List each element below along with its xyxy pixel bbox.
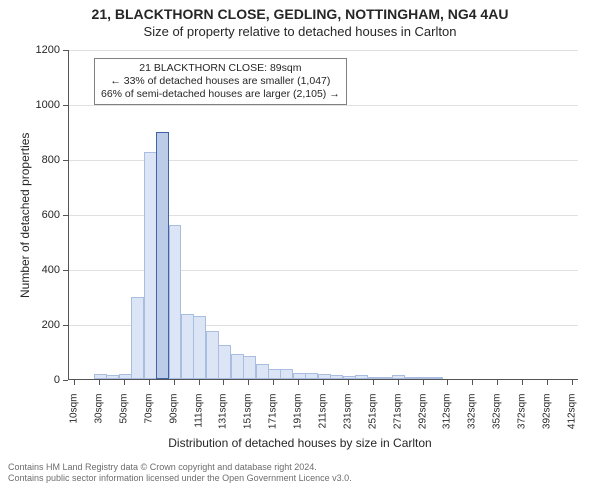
ytick-mark [63, 215, 68, 216]
xtick-mark [248, 380, 249, 385]
histogram-bar [243, 356, 256, 379]
histogram-bar [417, 377, 430, 379]
ytick-label: 1200 [0, 44, 60, 56]
histogram-bar [206, 331, 219, 379]
histogram-bar [193, 316, 206, 379]
xtick-mark [124, 380, 125, 385]
ytick-mark [63, 50, 68, 51]
histogram-bar [318, 374, 331, 379]
histogram-bar [293, 373, 306, 379]
ytick-label: 1000 [0, 99, 60, 111]
histogram-bar [430, 377, 443, 379]
footer-line-2: Contains public sector information licen… [8, 473, 352, 484]
histogram-bar [169, 225, 182, 379]
xtick-mark [74, 380, 75, 385]
xtick-mark [423, 380, 424, 385]
ytick-mark [63, 105, 68, 106]
histogram-bar [330, 375, 343, 379]
xtick-mark [149, 380, 150, 385]
xtick-mark [273, 380, 274, 385]
xtick-mark [323, 380, 324, 385]
histogram-bar [218, 345, 231, 379]
ytick-mark [63, 160, 68, 161]
histogram-bar [256, 364, 269, 379]
xtick-mark [373, 380, 374, 385]
annotation-line-1: 21 BLACKTHORN CLOSE: 89sqm [101, 62, 340, 75]
histogram-bar [106, 375, 119, 379]
annotation-callout: 21 BLACKTHORN CLOSE: 89sqm ← 33% of deta… [94, 58, 347, 105]
xtick-mark [223, 380, 224, 385]
histogram-bar [405, 377, 418, 379]
chart-subtitle: Size of property relative to detached ho… [0, 24, 600, 39]
ytick-label: 200 [0, 319, 60, 331]
histogram-bar [280, 369, 293, 379]
footer-attribution: Contains HM Land Registry data © Crown c… [8, 462, 352, 485]
xtick-mark [472, 380, 473, 385]
histogram-bar [119, 374, 132, 379]
histogram-bar [268, 369, 281, 379]
footer-line-1: Contains HM Land Registry data © Crown c… [8, 462, 352, 473]
histogram-bar [355, 375, 368, 379]
xtick-mark [572, 380, 573, 385]
xtick-mark [348, 380, 349, 385]
x-axis-label: Distribution of detached houses by size … [0, 436, 600, 450]
ytick-mark [63, 380, 68, 381]
xtick-mark [398, 380, 399, 385]
histogram-bar [94, 374, 107, 379]
xtick-mark [447, 380, 448, 385]
ytick-label: 0 [0, 374, 60, 386]
histogram-bar [343, 376, 356, 379]
xtick-mark [497, 380, 498, 385]
annotation-line-2: ← 33% of detached houses are smaller (1,… [101, 75, 340, 88]
xtick-mark [298, 380, 299, 385]
xtick-mark [522, 380, 523, 385]
histogram-bar [144, 152, 157, 379]
xtick-mark [174, 380, 175, 385]
histogram-bar [181, 314, 194, 379]
y-axis-label: Number of detached properties [18, 132, 32, 297]
histogram-chart: 21, BLACKTHORN CLOSE, GEDLING, NOTTINGHA… [0, 0, 600, 500]
histogram-bar [305, 373, 318, 379]
ytick-mark [63, 325, 68, 326]
annotation-line-3: 66% of semi-detached houses are larger (… [101, 88, 340, 101]
xtick-mark [199, 380, 200, 385]
xtick-mark [99, 380, 100, 385]
histogram-bar [368, 377, 381, 379]
highlighted-bar [156, 132, 169, 380]
histogram-bar [231, 354, 244, 379]
histogram-bar [392, 375, 405, 379]
gridline [69, 50, 578, 51]
xtick-mark [547, 380, 548, 385]
ytick-mark [63, 270, 68, 271]
histogram-bar [380, 377, 393, 379]
histogram-bar [131, 297, 144, 380]
chart-title: 21, BLACKTHORN CLOSE, GEDLING, NOTTINGHA… [0, 6, 600, 22]
